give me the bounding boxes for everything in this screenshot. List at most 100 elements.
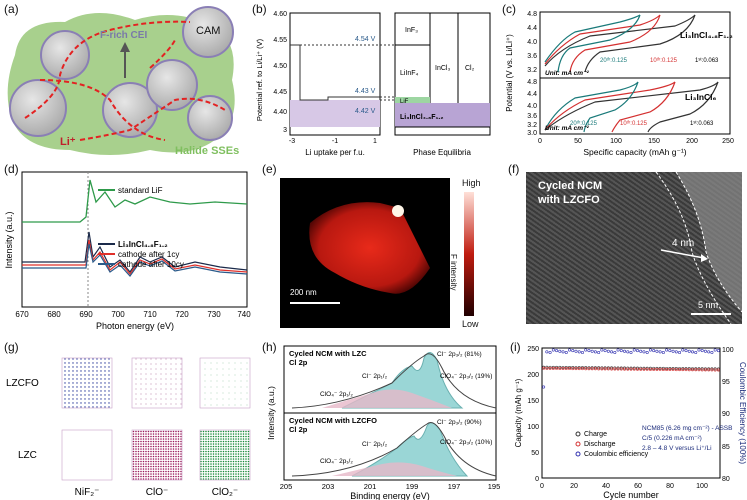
b-v1: 4.54 V <box>355 36 376 43</box>
i-charge-point <box>580 366 584 370</box>
i-charge-point <box>645 366 649 370</box>
i-ce-point <box>548 351 552 355</box>
i-charge-point <box>629 366 633 370</box>
panel-h-label: (h) <box>262 340 277 354</box>
g-col1: NiF₂⁻ <box>75 487 100 498</box>
i-ce-point <box>574 349 578 353</box>
i-discharge-point <box>632 367 636 371</box>
i-xtick-0: 0 <box>540 483 544 490</box>
g-row1: LZCFO <box>6 378 39 389</box>
particle-4 <box>146 59 198 111</box>
i-ce-point <box>629 351 633 355</box>
c-ytick-t5: 3.2 <box>527 67 537 74</box>
i-ce-point <box>690 350 694 354</box>
c-ytick-b1: 4.8 <box>527 79 537 86</box>
particle-cam <box>182 6 234 58</box>
d-ylabel: Intensity (a.u.) <box>4 211 14 268</box>
panel-h-chart: Cycled NCM with LZC Cl 2p Cycled NCM wit… <box>266 345 501 500</box>
i-discharge-point <box>561 366 565 370</box>
i-discharge-point <box>542 366 546 370</box>
i-charge-point <box>597 366 601 370</box>
h-bot-clo432: ClO₄⁻ 2p₃/₂ (10%) <box>440 439 492 446</box>
b-xtick-2: -1 <box>332 138 338 145</box>
i-ce-point <box>600 348 604 352</box>
i-discharge-point <box>555 366 559 370</box>
i-discharge-point <box>577 367 581 371</box>
i-legend-charge: Charge <box>584 431 607 438</box>
i-ce-point <box>684 349 688 353</box>
i-ce-point <box>716 349 720 353</box>
i-y2tick-0: 80 <box>722 476 730 483</box>
i-discharge-point <box>684 368 688 372</box>
i-charge-point <box>542 365 546 369</box>
h-xlabel: Binding energy (eV) <box>350 491 430 500</box>
c-xtick-2: 100 <box>610 138 622 145</box>
c-ytick-t4: 3.6 <box>527 53 537 60</box>
c-bot-label: Li₃InCl₆ <box>685 92 717 102</box>
i-charge-point <box>674 367 678 371</box>
i-charge-point <box>703 367 707 371</box>
i-discharge-point <box>551 366 555 370</box>
c-ytick-t2: 4.4 <box>527 25 537 32</box>
i-ytick-1: 50 <box>531 450 539 457</box>
c-bot-1: 1ˢᵗ:0.063 <box>690 120 714 127</box>
d-series-base <box>22 231 248 274</box>
i-ytick-5: 250 <box>527 346 539 353</box>
phase-lif-bar <box>395 97 430 103</box>
i-charge-point <box>658 366 662 370</box>
c-xtick-5: 250 <box>722 138 734 145</box>
panel-b-label: (b) <box>252 2 267 16</box>
i-charge-point <box>613 366 617 370</box>
cei-label: F-rich CEI <box>100 30 148 41</box>
i-charge-point <box>632 366 636 370</box>
panel-d-label: (d) <box>4 162 19 176</box>
i-discharge-point <box>606 367 610 371</box>
c-xtick-3: 150 <box>648 138 660 145</box>
i-charge-point <box>687 367 691 371</box>
i-ce-point <box>568 348 572 352</box>
i-discharge-point <box>564 367 568 371</box>
i-ce-point <box>700 349 704 353</box>
i-charge-point <box>564 365 568 369</box>
panel-b-chart: 4.60 4.55 4.50 4.45 4.40 3 -3 -1 1 4.54 … <box>255 11 491 157</box>
i-charge-point <box>690 367 694 371</box>
i-discharge-point <box>648 367 652 371</box>
d-series-10cy <box>22 243 248 277</box>
c-ytick-b5: 3.2 <box>527 122 537 129</box>
e-low: Low <box>462 319 479 329</box>
i-discharge-point <box>678 368 682 372</box>
i-ce-point <box>616 348 620 352</box>
i-discharge-point <box>593 367 597 371</box>
i-discharge-point <box>603 367 607 371</box>
panel-d: (d) standard LiF Li₃InCl₄.₈F₁.₂ cathode … <box>0 162 255 332</box>
i-charge-point <box>606 366 610 370</box>
h-top-cl32: Cl⁻ 2p₃/₂ (81%) <box>437 351 482 358</box>
i-ce-point <box>606 349 610 353</box>
i-xtick-1: 20 <box>570 483 578 490</box>
i-ce-point <box>564 351 568 355</box>
i-ce-point <box>580 351 584 355</box>
i-ce-point <box>655 349 659 353</box>
panel-e-label: (e) <box>262 162 277 176</box>
h-xtick-5: 195 <box>488 482 501 491</box>
g-col2: ClO⁻ <box>146 487 169 498</box>
i-points <box>542 348 720 389</box>
d-xtick-2: 690 <box>79 310 93 319</box>
i-charge-point <box>619 366 623 370</box>
i-legend-charge-marker <box>575 431 581 437</box>
h-top-title1: Cycled NCM with LZC <box>289 349 367 358</box>
panel-i: (i) Charge Discharge Coulombic efficienc… <box>510 338 747 500</box>
i-charge-point <box>555 365 559 369</box>
panel-g: (g) LZCFO LZC NiF₂⁻ ClO⁻ ClO₂⁻ <box>0 338 255 500</box>
phase-base-bar <box>395 103 490 127</box>
i-charge-point <box>593 366 597 370</box>
i-ce-point <box>665 348 669 352</box>
i-ce-point <box>551 348 555 352</box>
i-charge-point <box>626 366 630 370</box>
i-discharge-point <box>587 367 591 371</box>
i-charge-point <box>697 367 701 371</box>
i-y2tick-3: 95 <box>722 379 730 386</box>
c-ytick-b2: 4.4 <box>527 91 537 98</box>
i-charge-point <box>561 365 565 369</box>
cei-arrowhead <box>120 42 130 52</box>
